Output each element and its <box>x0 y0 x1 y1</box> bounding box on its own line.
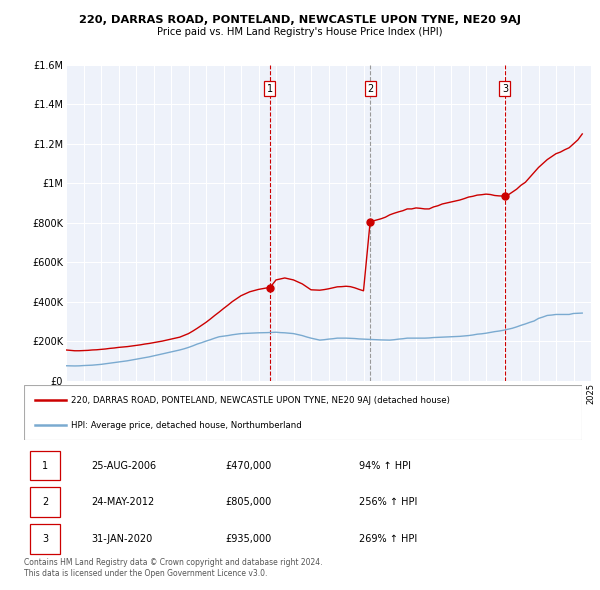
Text: 1: 1 <box>42 461 48 470</box>
Text: 3: 3 <box>42 534 48 544</box>
Text: £805,000: £805,000 <box>225 497 271 507</box>
Text: £935,000: £935,000 <box>225 534 271 544</box>
Text: HPI: Average price, detached house, Northumberland: HPI: Average price, detached house, Nort… <box>71 421 302 430</box>
Text: 269% ↑ HPI: 269% ↑ HPI <box>359 534 417 544</box>
Text: 31-JAN-2020: 31-JAN-2020 <box>91 534 152 544</box>
Text: 3: 3 <box>502 84 508 94</box>
Text: 2: 2 <box>42 497 48 507</box>
Text: Contains HM Land Registry data © Crown copyright and database right 2024.
This d: Contains HM Land Registry data © Crown c… <box>24 558 323 578</box>
Text: 220, DARRAS ROAD, PONTELAND, NEWCASTLE UPON TYNE, NE20 9AJ: 220, DARRAS ROAD, PONTELAND, NEWCASTLE U… <box>79 15 521 25</box>
FancyBboxPatch shape <box>29 487 60 517</box>
Text: 220, DARRAS ROAD, PONTELAND, NEWCASTLE UPON TYNE, NE20 9AJ (detached house): 220, DARRAS ROAD, PONTELAND, NEWCASTLE U… <box>71 396 451 405</box>
FancyBboxPatch shape <box>29 451 60 480</box>
FancyBboxPatch shape <box>29 524 60 554</box>
Text: 256% ↑ HPI: 256% ↑ HPI <box>359 497 417 507</box>
Text: 94% ↑ HPI: 94% ↑ HPI <box>359 461 411 470</box>
Text: 25-AUG-2006: 25-AUG-2006 <box>91 461 156 470</box>
Text: 24-MAY-2012: 24-MAY-2012 <box>91 497 154 507</box>
Text: £470,000: £470,000 <box>225 461 271 470</box>
Text: 2: 2 <box>367 84 373 94</box>
Text: Price paid vs. HM Land Registry's House Price Index (HPI): Price paid vs. HM Land Registry's House … <box>157 27 443 37</box>
Text: 1: 1 <box>267 84 273 94</box>
